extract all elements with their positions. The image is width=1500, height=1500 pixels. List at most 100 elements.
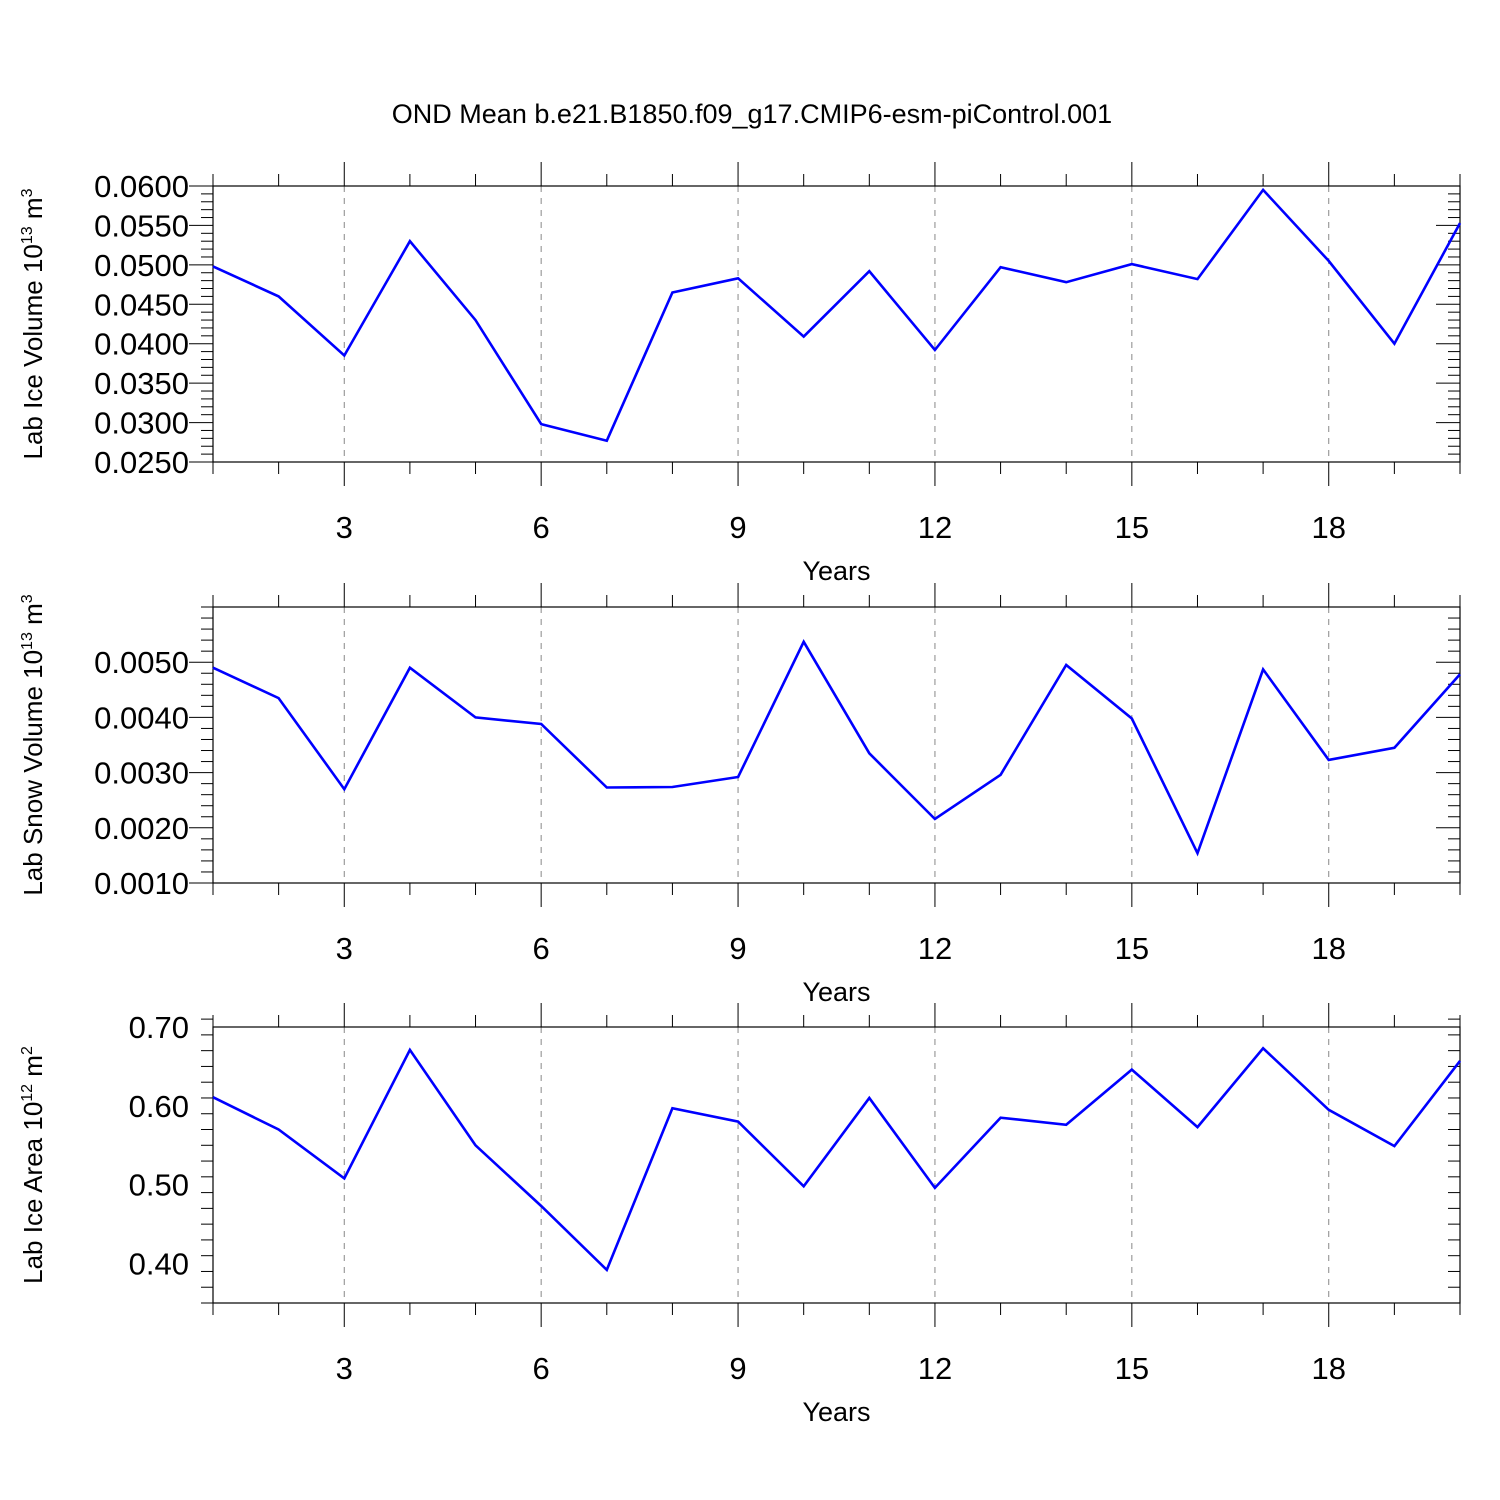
panel-0-data-point-14 [1063,279,1069,285]
panel-2-data-point-1 [210,1094,216,1100]
panel-2-xtick-label: 6 [533,1351,550,1386]
panel-1-data-point-17 [1260,666,1266,672]
panel-0-xtick-label: 15 [1115,510,1149,545]
panel-0-data-point-16 [1194,276,1200,282]
panel-0-ytick-label: 0.0450 [94,287,189,322]
panel-2-data-point-5 [473,1142,479,1148]
panel-0-data-point-7 [604,438,610,444]
panel-2-data-point-8 [669,1105,675,1111]
panel-1-xtick-label: 3 [336,931,353,966]
panel-1-ytick-label: 0.0040 [94,700,189,735]
panel-0-data-point-15 [1129,261,1135,267]
panel-1-data-point-4 [407,665,413,671]
panel-0-xtick-label: 18 [1311,510,1345,545]
panel-2-data-point-14 [1063,1122,1069,1128]
panel-0-data-point-12 [932,347,938,353]
panel-1-xtick-label: 15 [1115,931,1149,966]
panel-2-data-point-9 [735,1119,741,1125]
panel-1-data-point-11 [866,750,872,756]
panel-0-xtick-label: 9 [729,510,746,545]
panel-1-data-point-15 [1129,716,1135,722]
panel-0-xtick-label: 3 [336,510,353,545]
panel-1-ytick-label: 0.0010 [94,866,189,901]
panel-snow-volume: 0.0010 0.0020 0.0030 0.0040 0.0050 3 6 9 12 15 18 Y… [18,583,1463,1007]
panel-0-ytick-label: 0.0500 [94,248,189,283]
panel-2-data-point-17 [1260,1045,1266,1051]
panel-2-data-point-12 [932,1185,938,1191]
panel-1-data-point-8 [669,784,675,790]
panel-0-data-point-10 [801,334,807,340]
panel-1-data-point-1 [210,665,216,671]
panel-2-ytick-label: 0.70 [129,1010,189,1045]
panel-1-data-point-13 [998,772,1004,778]
panel-1-plot-frame [212,606,1461,884]
panel-0-data-point-6 [538,421,544,427]
panel-0-xtick-label: 6 [533,510,550,545]
panel-1-data-point-3 [341,786,347,792]
panel-1-xtick-label: 6 [533,931,550,966]
panel-0-data-point-2 [276,293,282,299]
panel-2-ytick-label: 0.40 [129,1247,189,1282]
panel-0-data-point-3 [341,353,347,359]
panel-2-data-point-19 [1391,1143,1397,1149]
panel-0-xlabel: Years [802,556,870,586]
panel-2-xtick-label: 9 [729,1351,746,1386]
panel-2-data-point-13 [998,1115,1004,1121]
panel-2-data-point-10 [801,1183,807,1189]
panel-0-xtick-label: 12 [918,510,952,545]
panel-1-data-point-10 [801,639,807,645]
panel-0-ylabel: Lab Ice Volume 1013 m3 [18,188,48,459]
panel-0-data-point-13 [998,264,1004,270]
panel-2-data-point-15 [1129,1067,1135,1073]
figure-title: OND Mean b.e21.B1850.f09_g17.CMIP6-esm-p… [392,99,1112,129]
panel-0-ytick-label: 0.0600 [94,169,189,204]
panel-0-series-line [212,187,1462,443]
panel-2-ytick-label: 0.60 [129,1089,189,1124]
panel-0-data-point-9 [735,275,741,281]
panel-1-ylabel: Lab Snow Volume 1013 m3 [18,594,48,895]
panel-2-data-point-18 [1326,1107,1332,1113]
panel-2-data-point-4 [407,1047,413,1053]
panel-2-xlabel: Years [802,1397,870,1427]
panel-1-xtick-label: 18 [1311,931,1345,966]
panel-1-ytick-label: 0.0020 [94,811,189,846]
panel-1-data-point-12 [932,816,938,822]
panel-2-data-point-20 [1457,1058,1463,1064]
panel-1-series-line [212,639,1461,857]
panel-0-data-point-1 [210,263,216,269]
panel-0-ytick-label: 0.0350 [94,366,189,401]
panel-0-data-point-20 [1457,220,1463,226]
panel-2-data-point-16 [1194,1124,1200,1130]
panel-1-data-point-16 [1194,850,1200,856]
panel-0-data-point-4 [407,238,413,244]
panel-2-data-point-2 [276,1127,282,1133]
panel-0-ytick-label: 0.0550 [94,208,189,243]
panel-1-data-point-5 [473,714,479,720]
panel-0-data-point-18 [1326,258,1332,264]
panel-2-series-line [212,1046,1462,1273]
panel-0-data-point-17 [1260,187,1266,193]
panel-1-ytick-label: 0.0050 [94,645,189,680]
panel-1-data-point-14 [1063,662,1069,668]
panel-1-data-point-20 [1457,671,1463,677]
panel-0-data-point-8 [669,289,675,295]
panel-1-xtick-label: 12 [918,931,952,966]
panel-2-data-point-6 [538,1203,544,1209]
panel-1-data-point-9 [735,774,741,780]
panel-ice-volume: 0.0250 0.0300 0.0350 0.0400 0.0450 0.0500 0.05… [18,162,1463,586]
panel-2-xtick-label: 18 [1311,1351,1345,1386]
panel-0-ytick-label: 0.0400 [94,327,189,362]
panel-ice-area: 0.40 0.50 0.60 0.70 3 6 9 12 15 18 Years Lab Ice Ar… [18,1003,1463,1427]
panel-1-xlabel: Years [802,977,870,1007]
panel-2-ylabel: Lab Ice Area 1012 m2 [18,1046,48,1284]
panel-2-plot-frame [212,1026,1461,1304]
panel-2-xtick-label: 12 [918,1351,952,1386]
panel-2-data-point-7 [604,1267,610,1273]
panel-0-ytick-label: 0.0250 [94,445,189,480]
panel-2-ytick-label: 0.50 [129,1168,189,1203]
panel-1-data-point-18 [1326,757,1332,763]
panel-1-data-point-6 [538,721,544,727]
panel-2-data-point-11 [866,1095,872,1101]
panel-1-data-point-19 [1391,745,1397,751]
